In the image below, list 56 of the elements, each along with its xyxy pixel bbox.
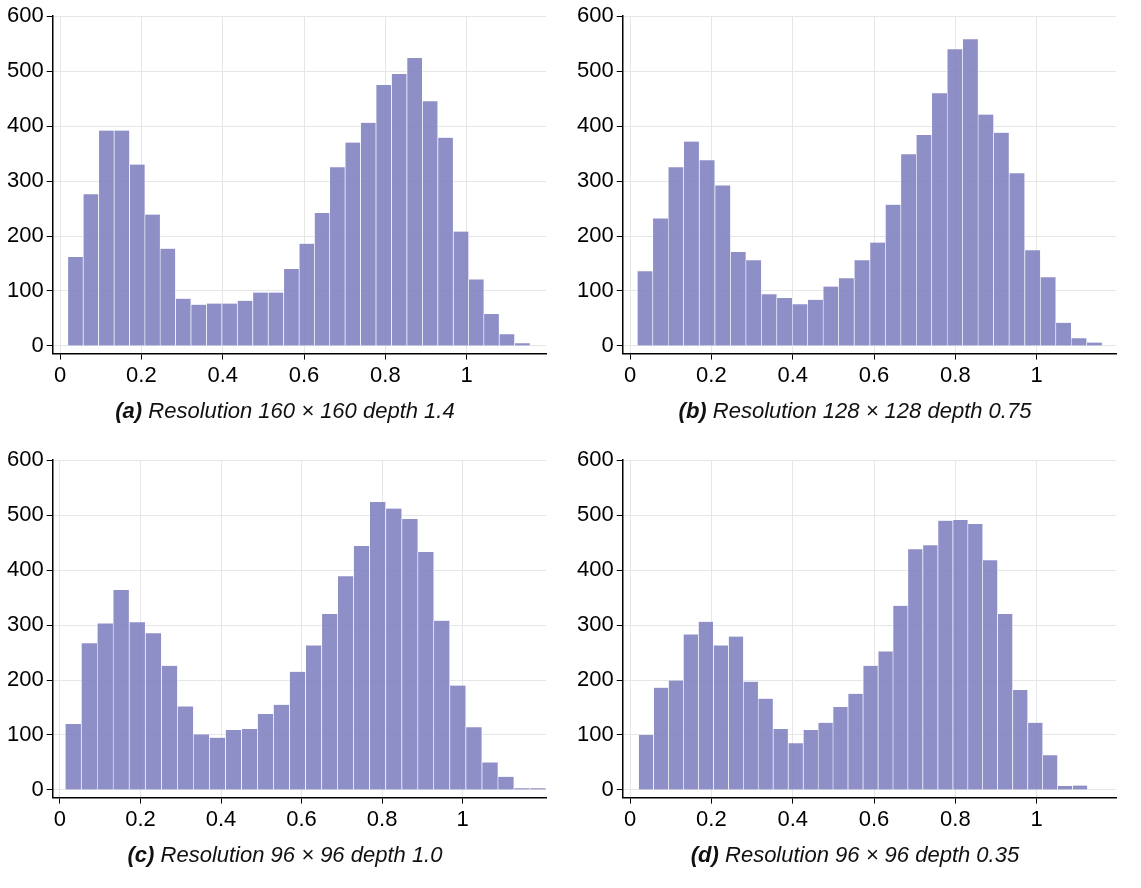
y-tick-label: 500 [576, 57, 614, 83]
y-tick-label: 0 [601, 775, 614, 801]
x-tick-label: 0.8 [370, 361, 401, 387]
y-tick-label: 200 [6, 222, 44, 248]
x-tick-label: 0.4 [205, 805, 237, 831]
y-tick-label: 500 [6, 57, 44, 83]
x-tick-label: 0.6 [858, 361, 890, 387]
y-tick-label: 300 [576, 611, 614, 637]
x-tick-label: 0 [53, 361, 67, 387]
x-tick-label: 0.2 [126, 361, 157, 387]
x-tick-label: 1 [460, 361, 473, 387]
text: (b) Resolution 128 × 128 depth 0.75 [677, 398, 1033, 424]
y-tick-label: 400 [6, 112, 44, 138]
y-tick-label: 200 [576, 666, 614, 692]
y-tick-label: 400 [6, 556, 44, 582]
y-tick-label: 100 [576, 277, 614, 303]
y-tick-label: 600 [576, 2, 614, 28]
x-tick-label: 0.2 [696, 361, 727, 387]
x-tick-label: 0 [53, 805, 67, 831]
y-tick-label: 0 [601, 331, 614, 357]
y-tick-label: 100 [6, 721, 44, 747]
y-tick-label: 200 [6, 666, 44, 692]
y-tick-label: 0 [31, 331, 44, 357]
y-tick-label: 500 [576, 501, 614, 527]
x-tick-label: 1 [1030, 361, 1043, 387]
x-tick-label: 0.6 [288, 361, 320, 387]
y-tick-label: 600 [6, 446, 44, 472]
x-tick-label: 0.2 [125, 805, 156, 831]
x-tick-label: 0.6 [286, 805, 317, 831]
y-tick-label: 100 [6, 277, 44, 303]
y-tick-label: 400 [576, 556, 614, 582]
y-tick-label: 300 [6, 167, 44, 193]
y-tick-label: 400 [576, 112, 614, 138]
y-tick-label: 600 [6, 2, 44, 28]
x-tick-label: 0 [623, 805, 637, 831]
y-tick-label: 600 [576, 446, 614, 472]
text: (c) Resolution 96 × 96 depth 1.0 [126, 842, 444, 868]
text: (d) Resolution 96 × 96 depth 0.35 [689, 842, 1021, 868]
x-tick-label: 0.4 [777, 805, 808, 831]
y-tick-label: 100 [576, 721, 614, 747]
x-tick-label: 0 [623, 361, 637, 387]
x-tick-label: 0.4 [777, 361, 808, 387]
y-tick-label: 500 [6, 501, 44, 527]
x-tick-label: 0.8 [940, 361, 971, 387]
y-tick-label: 300 [6, 611, 44, 637]
x-tick-label: 0.8 [940, 805, 971, 831]
y-tick-label: 0 [31, 775, 44, 801]
x-tick-label: 0.6 [858, 805, 890, 831]
x-tick-label: 0.4 [207, 361, 238, 387]
y-tick-label: 300 [576, 167, 614, 193]
x-tick-label: 0.8 [366, 805, 398, 831]
y-tick-label: 200 [576, 222, 614, 248]
text: (a) Resolution 160 × 160 depth 1.4 [114, 398, 456, 424]
x-tick-label: 0.2 [696, 805, 727, 831]
x-tick-label: 1 [1030, 805, 1043, 831]
x-tick-label: 1 [456, 805, 469, 831]
